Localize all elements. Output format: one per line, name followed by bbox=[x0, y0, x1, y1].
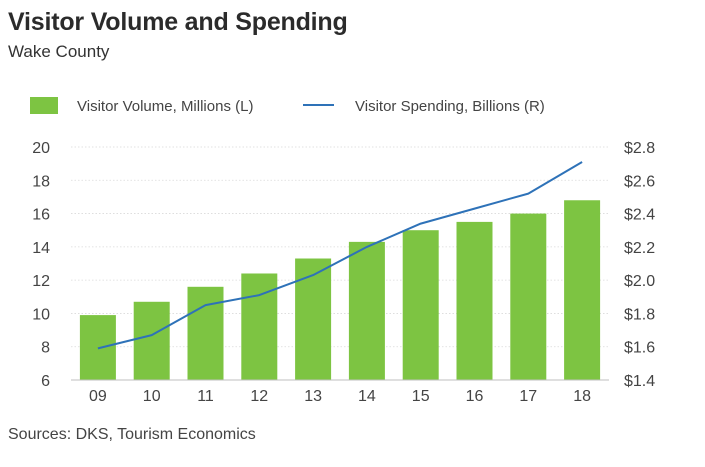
y-left-tick-label: 6 bbox=[41, 373, 50, 390]
legend-label-volume: Visitor Volume, Millions (L) bbox=[77, 98, 253, 115]
x-tick-label: 12 bbox=[250, 388, 268, 405]
bars bbox=[79, 200, 601, 380]
bar bbox=[564, 200, 601, 380]
series-line bbox=[97, 161, 583, 350]
bar bbox=[402, 230, 439, 380]
y-right-tick-label: $2.2 bbox=[624, 240, 655, 257]
bar bbox=[510, 213, 547, 380]
source-note: Sources: DKS, Tourism Economics bbox=[8, 426, 256, 443]
x-tick-label: 14 bbox=[358, 388, 376, 405]
x-tick-label: 11 bbox=[197, 388, 214, 405]
y-right-tick-label: $1.6 bbox=[624, 340, 655, 357]
bar bbox=[295, 258, 332, 380]
legend-label-spending: Visitor Spending, Billions (R) bbox=[355, 98, 545, 115]
y-left-tick-label: 20 bbox=[32, 140, 50, 157]
y-right-tick-label: $2.8 bbox=[624, 140, 655, 157]
bar bbox=[456, 221, 493, 380]
legend: Visitor Volume, Millions (L) Visitor Spe… bbox=[30, 97, 545, 115]
x-axis: 09 10 11 12 13 14 15 16 17 18 bbox=[71, 379, 609, 405]
bar bbox=[348, 241, 385, 380]
spending-line bbox=[97, 161, 583, 350]
x-tick-label: 10 bbox=[143, 388, 161, 405]
y-right-tick-label: $2.0 bbox=[624, 273, 655, 290]
y-left-tick-label: 12 bbox=[32, 273, 50, 290]
x-tick-label: 18 bbox=[573, 388, 591, 405]
x-tick-label: 16 bbox=[466, 388, 484, 405]
y-left-tick-label: 18 bbox=[32, 173, 50, 190]
legend-swatch-bar bbox=[30, 97, 58, 114]
x-tick-label: 15 bbox=[412, 388, 430, 405]
chart-title: Visitor Volume and Spending bbox=[8, 8, 348, 36]
y-left-tick-label: 10 bbox=[32, 306, 50, 323]
y-left-tick-label: 8 bbox=[41, 340, 50, 357]
y-left-tick-label: 14 bbox=[32, 240, 50, 257]
x-tick-label: 09 bbox=[89, 388, 107, 405]
bar bbox=[133, 301, 170, 380]
y-right-tick-label: $1.4 bbox=[624, 373, 655, 390]
y-right-tick-label: $2.6 bbox=[624, 173, 655, 190]
y-left-tick-label: 16 bbox=[32, 207, 50, 224]
y-right-tick-label: $1.8 bbox=[624, 306, 655, 323]
chart-subtitle: Wake County bbox=[8, 42, 110, 61]
x-tick-label: 13 bbox=[304, 388, 322, 405]
x-tick-label: 17 bbox=[519, 388, 537, 405]
bar bbox=[187, 286, 224, 380]
y-right-tick-label: $2.4 bbox=[624, 207, 655, 224]
y-axis-left: 6 8 10 12 14 16 18 20 bbox=[32, 140, 50, 390]
y-axis-right: $1.4 $1.6 $1.8 $2.0 $2.2 $2.4 $2.6 $2.8 bbox=[624, 140, 655, 390]
